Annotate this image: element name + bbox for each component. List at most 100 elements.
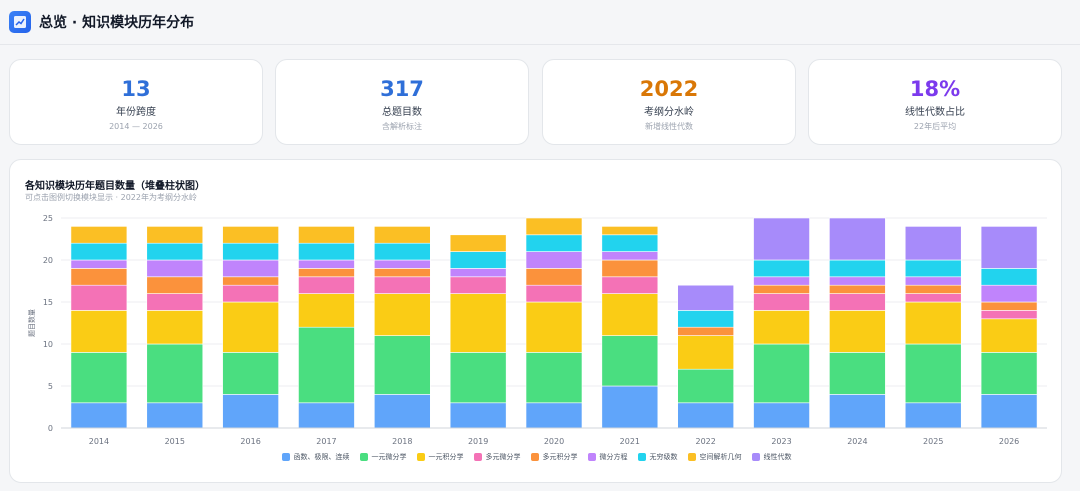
bar-segment (829, 310, 886, 353)
bar-segment (298, 226, 355, 244)
bar-segment (449, 276, 507, 294)
legend-item[interactable]: 一元微分学 (359, 452, 407, 462)
legend-swatch (359, 453, 368, 461)
y-tick-label: 5 (48, 382, 53, 391)
bar-segment (222, 226, 279, 244)
legend-swatch (281, 453, 290, 461)
stat-value: 18% (909, 77, 961, 101)
legend-label: 一元微分学 (371, 453, 407, 461)
bar-segment (753, 310, 810, 345)
bar-segment (753, 276, 810, 286)
y-tick-label: 20 (43, 256, 53, 265)
bar-segment (829, 352, 886, 395)
legend-item[interactable]: 函数、极限、连续 (281, 452, 350, 462)
legend-item[interactable]: 一元积分学 (416, 452, 464, 462)
bar-segment (525, 301, 583, 353)
bar-segment (525, 402, 583, 429)
legend-swatch (637, 453, 646, 461)
chart-logo-icon (9, 11, 31, 33)
bar-segment (222, 242, 279, 261)
bar-segment (829, 276, 886, 286)
bar-segment (829, 293, 886, 311)
bar-segment (222, 259, 279, 278)
bar-segment (70, 259, 128, 269)
bar-segment (980, 268, 1038, 286)
legend-swatch (473, 453, 482, 461)
legend-item[interactable]: 多元积分学 (530, 452, 578, 462)
bar-segment (222, 301, 279, 353)
legend-label: 线性代数 (763, 453, 792, 461)
legend-item[interactable]: 无穷级数 (637, 452, 678, 462)
chart-title: 各知识模块历年题目数量（堆叠柱状图） (25, 181, 205, 192)
bar-segment (525, 251, 583, 269)
bar-segment (980, 318, 1038, 353)
legend-swatch (530, 453, 539, 461)
bar-segment (829, 259, 886, 278)
bar-segment (374, 276, 431, 294)
bar-segment (525, 234, 583, 252)
bar-segment (298, 402, 355, 429)
bar-segment (525, 284, 583, 303)
bar-segment (449, 293, 507, 353)
x-tick-label: 2023 (771, 437, 791, 446)
bar-segment (298, 268, 355, 278)
legend-item[interactable]: 线性代数 (751, 452, 792, 462)
bar-segment (677, 402, 734, 429)
bar-segment (980, 394, 1038, 429)
x-tick-label: 2017 (316, 437, 336, 446)
bar-segment (374, 394, 431, 429)
stat-card-year-span: 13 年份跨度 2014 — 2026 (9, 59, 263, 145)
stat-card-linear-algebra-share: 18% 线性代数占比 22年后平均 (808, 59, 1062, 145)
bar-segment (70, 310, 128, 353)
y-axis-label: 题目数量 (27, 309, 36, 337)
bar-segment (298, 293, 355, 328)
bar-segment (980, 284, 1038, 303)
x-tick-label: 2015 (165, 437, 185, 446)
y-tick-label: 15 (43, 298, 53, 307)
bar-segment (904, 293, 962, 303)
legend-label: 多元积分学 (542, 453, 578, 461)
stat-sub: 含解析标注 (382, 122, 422, 131)
bar-segment (525, 217, 583, 236)
legend-label: 多元微分学 (485, 453, 521, 461)
stat-card-watershed: 2022 考纲分水岭 新增线性代数 (542, 59, 796, 145)
bar-segment (677, 368, 734, 404)
bar-segment (146, 343, 204, 404)
bar-segment (753, 402, 810, 429)
stat-value: 317 (380, 77, 424, 101)
bar-segment (525, 352, 583, 404)
legend-item[interactable]: 空间解析几何 (687, 452, 742, 462)
bar-segment (904, 402, 962, 429)
bar-segment (146, 276, 204, 294)
bar-segment (904, 226, 962, 261)
stat-value: 13 (121, 77, 151, 101)
legend-label: 无穷级数 (649, 453, 678, 461)
bar-segment (904, 259, 962, 278)
legend-item[interactable]: 多元微分学 (473, 452, 521, 462)
bar-segment (146, 310, 204, 345)
bar-segment (980, 226, 1038, 269)
bar-segment (980, 301, 1038, 311)
bar-segment (374, 268, 431, 278)
bar-segment (449, 251, 507, 269)
bar-segment (298, 326, 355, 404)
x-tick-label: 2022 (696, 437, 716, 446)
bar-segment (677, 326, 734, 336)
stat-card-total-questions: 317 总题目数 含解析标注 (275, 59, 529, 145)
bar-segment (829, 284, 886, 294)
bar-segment (146, 293, 204, 311)
bar-segment (222, 276, 279, 286)
stat-label: 考纲分水岭 (644, 107, 694, 118)
legend-label: 微分方程 (599, 453, 628, 461)
bar-segment (222, 394, 279, 429)
stat-label: 总题目数 (382, 107, 422, 118)
stat-label: 线性代数占比 (905, 107, 965, 118)
bar-segment (525, 268, 583, 286)
legend-item[interactable]: 微分方程 (587, 452, 628, 462)
x-tick-label: 2025 (923, 437, 943, 446)
bar-segment (146, 402, 204, 429)
bar-segment (146, 259, 204, 278)
bar-segment (374, 226, 431, 244)
bar-segment (980, 310, 1038, 320)
stat-sub: 22年后平均 (913, 122, 957, 131)
